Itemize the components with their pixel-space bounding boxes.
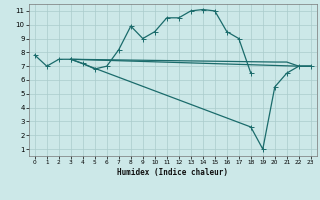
X-axis label: Humidex (Indice chaleur): Humidex (Indice chaleur)	[117, 168, 228, 177]
